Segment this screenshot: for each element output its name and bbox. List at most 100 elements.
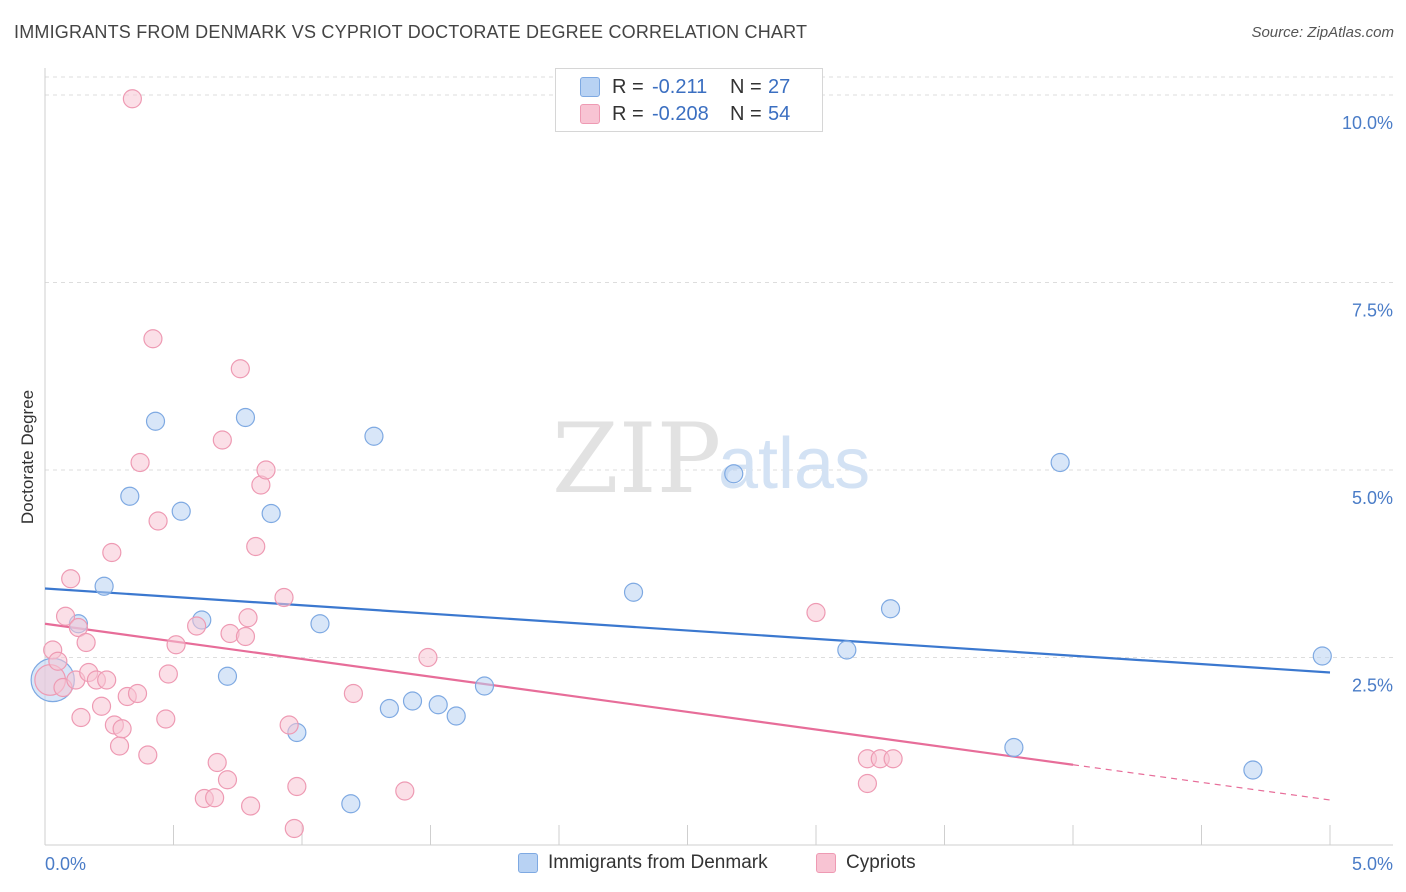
trend-line-denmark <box>44 587 1331 674</box>
data-point-denmark <box>446 706 466 726</box>
axes <box>44 68 1393 846</box>
data-point-denmark <box>379 698 399 719</box>
data-point-cypriots <box>343 683 363 704</box>
data-point-denmark <box>217 666 238 686</box>
data-point-denmark <box>145 411 166 431</box>
data-point-cypriots <box>138 745 158 765</box>
series-swatch-pink <box>816 853 836 873</box>
data-point-cypriots <box>122 89 142 109</box>
data-point-denmark <box>837 640 857 660</box>
data-point-cypriots <box>91 696 112 716</box>
data-point-cypriots <box>241 796 261 816</box>
data-point-cypriots <box>230 359 250 379</box>
data-point-cypriots <box>287 776 307 797</box>
data-point-denmark <box>171 501 191 521</box>
data-point-cypriots <box>207 752 227 773</box>
data-point-cypriots <box>68 617 89 638</box>
data-point-cypriots <box>55 606 76 626</box>
data-point-cypriots <box>148 511 168 531</box>
data-point-cypriots <box>235 626 256 647</box>
data-point-denmark <box>428 695 448 715</box>
data-point-cypriots <box>274 587 294 608</box>
series-legend: Immigrants from Denmark Cypriots <box>0 852 1406 876</box>
data-point-cypriots <box>71 707 91 728</box>
series-legend-item-cypriots[interactable]: Cypriots <box>816 852 916 874</box>
data-point-cypriots <box>883 749 903 769</box>
data-point-denmark <box>1004 737 1024 758</box>
legend-row-denmark: R = -0.211 N = 27 <box>556 73 790 101</box>
data-point-cypriots <box>205 788 225 808</box>
data-point-cypriots <box>158 664 178 684</box>
watermark-zip: ZIP <box>552 403 721 515</box>
data-point-cypriots <box>130 452 150 473</box>
x-tick-label: 0.0% <box>45 854 86 874</box>
data-point-denmark <box>402 691 423 711</box>
data-point-denmark <box>364 426 384 446</box>
y-tick-label: 5.0% <box>1352 488 1393 508</box>
data-point-denmark <box>474 676 495 696</box>
data-point-denmark <box>235 407 256 428</box>
data-point-denmark <box>1312 646 1332 666</box>
series-label: Cypriots <box>846 852 916 873</box>
data-point-cypriots <box>166 635 186 655</box>
tick-labels: 2.5% 5.0% 7.5% 10.0% 0.0% 5.0% <box>45 113 1393 874</box>
data-point-denmark <box>94 576 114 596</box>
series-legend-item-denmark[interactable]: Immigrants from Denmark <box>518 852 768 874</box>
watermark: ZIP atlas <box>552 403 870 515</box>
chart-title: IMMIGRANTS FROM DENMARK VS CYPRIOT DOCTO… <box>14 22 808 42</box>
y-axis-title: Doctorate Degree <box>18 390 37 524</box>
legend-n-value: 54 <box>768 102 791 125</box>
data-point-cypriots <box>76 632 96 653</box>
legend-swatch-pink <box>580 104 600 124</box>
data-point-cypriots <box>156 709 176 729</box>
data-point-denmark <box>1050 452 1070 473</box>
data-point-cypriots <box>806 602 826 623</box>
x-tick-label: 5.0% <box>1352 854 1393 874</box>
y-tick-label: 7.5% <box>1352 301 1393 321</box>
data-point-cypriots <box>279 715 299 735</box>
data-point-denmark <box>1243 760 1263 780</box>
data-point-cypriots <box>97 670 117 690</box>
data-point-cypriots <box>256 460 276 480</box>
data-point-denmark <box>724 464 744 484</box>
data-point-cypriots <box>109 736 130 756</box>
watermark-atlas: atlas <box>718 424 870 504</box>
data-point-denmark <box>120 486 140 506</box>
legend-row-cypriots: R = -0.208 N = 54 <box>556 100 790 128</box>
legend-n-label: N = <box>730 75 762 98</box>
data-point-cypriots <box>102 542 122 563</box>
series-label: Immigrants from Denmark <box>548 852 768 873</box>
y-tick-label: 10.0% <box>1342 113 1393 133</box>
legend-r-label: R = <box>612 75 644 98</box>
data-points <box>30 89 1332 839</box>
legend-n-label: N = <box>730 102 762 125</box>
series-cypriots <box>34 89 903 839</box>
data-point-cypriots <box>418 647 438 668</box>
data-point-cypriots <box>857 773 878 794</box>
chart-source: Source: ZipAtlas.com <box>1251 24 1394 41</box>
data-point-cypriots <box>212 430 232 450</box>
data-point-cypriots <box>61 569 81 589</box>
data-point-denmark <box>880 599 901 619</box>
trend-line-extension-cypriots <box>1072 764 1331 801</box>
data-point-cypriots <box>284 818 304 839</box>
data-point-cypriots <box>220 623 240 644</box>
data-point-cypriots <box>217 770 238 790</box>
series-swatch-blue <box>518 853 538 873</box>
legend-r-value: -0.208 <box>652 102 709 125</box>
data-point-denmark <box>310 614 330 634</box>
correlation-legend: R = -0.211 N = 27 R = -0.208 N = 54 <box>555 68 823 132</box>
data-point-cypriots <box>127 683 148 704</box>
trend-lines <box>44 587 1331 801</box>
data-point-cypriots <box>246 536 266 557</box>
legend-n-value: 27 <box>768 75 791 98</box>
data-point-cypriots <box>395 781 415 801</box>
legend-r-value: -0.211 <box>652 75 708 98</box>
data-point-cypriots <box>238 608 258 628</box>
data-point-cypriots <box>187 616 207 636</box>
data-point-cypriots <box>112 719 132 739</box>
y-tick-label: 2.5% <box>1352 676 1393 696</box>
data-point-cypriots <box>143 329 163 349</box>
data-point-denmark <box>341 794 361 814</box>
